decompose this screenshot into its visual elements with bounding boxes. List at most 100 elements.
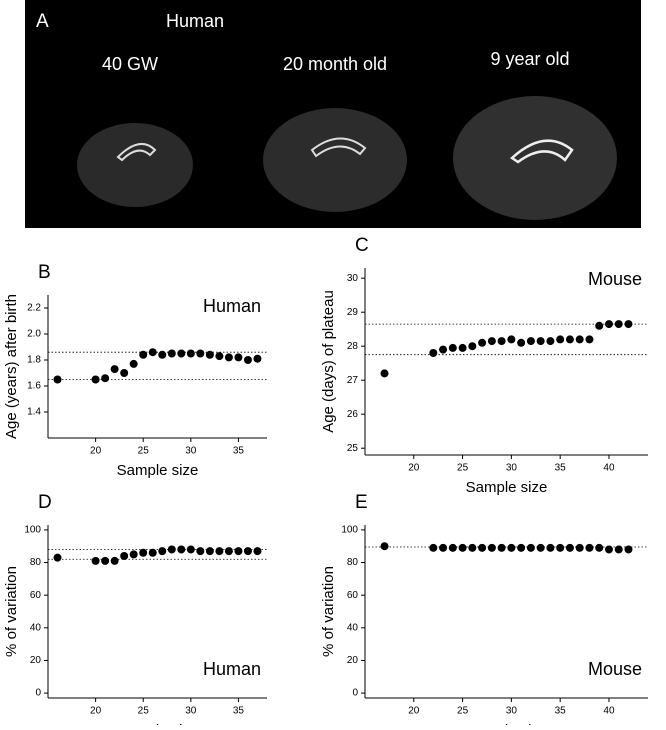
data-point (595, 543, 604, 552)
caption: 40 GW (102, 54, 158, 74)
data-point (595, 321, 604, 330)
y-tick-label: 40 (347, 622, 359, 633)
data-point (517, 338, 526, 347)
data-point (205, 547, 214, 556)
data-point (110, 365, 119, 374)
y-tick-label: 100 (24, 525, 41, 536)
data-point (526, 337, 535, 346)
data-point (507, 543, 516, 552)
x-axis-label: Sample size (117, 462, 199, 479)
y-tick-label: 28 (347, 341, 359, 352)
data-point (101, 556, 110, 565)
data-point (243, 356, 252, 364)
y-tick-label: 80 (30, 557, 42, 568)
y-tick-label: 2.0 (27, 329, 41, 340)
data-point (205, 350, 214, 359)
y-tick-label: 40 (30, 622, 42, 633)
y-tick-label: 1.8 (27, 355, 41, 366)
data-point (167, 545, 176, 554)
x-tick-label: 25 (138, 446, 150, 457)
data-point (120, 369, 129, 377)
data-point (215, 547, 224, 556)
data-point (468, 342, 477, 351)
x-tick-label: 35 (233, 706, 245, 717)
data-point (536, 337, 545, 346)
x-axis-label: Sample size (466, 479, 548, 496)
data-point (497, 543, 506, 552)
data-point (604, 545, 613, 554)
y-tick-label: 60 (347, 590, 359, 601)
data-point (253, 547, 262, 556)
x-tick-label: 20 (408, 463, 420, 474)
y-tick-label: 25 (347, 443, 359, 454)
data-point (536, 543, 545, 552)
data-point (546, 337, 555, 346)
data-point (565, 543, 574, 552)
y-tick-label: 80 (347, 557, 359, 568)
data-point (439, 345, 448, 354)
data-point (556, 543, 565, 552)
y-axis-label: Age (days) of plateau (320, 290, 337, 433)
data-point (448, 343, 457, 352)
caption: 20 month old (283, 54, 387, 74)
data-point (158, 547, 167, 556)
data-point (487, 543, 496, 552)
data-point (234, 547, 243, 556)
data-point (575, 543, 584, 552)
data-point (101, 374, 110, 383)
y-tick-label: 100 (341, 525, 358, 536)
data-point (91, 556, 100, 565)
data-point (497, 337, 506, 346)
data-point (177, 545, 186, 554)
x-tick-label: 30 (506, 706, 518, 717)
data-point (196, 547, 205, 556)
y-tick-label: 2.2 (27, 303, 41, 314)
x-tick-label: 25 (457, 706, 469, 717)
y-tick-label: 1.6 (27, 381, 41, 392)
data-point (614, 545, 623, 554)
x-tick-label: 35 (233, 446, 245, 457)
y-tick-label: 60 (30, 590, 42, 601)
data-point (614, 320, 623, 329)
data-point (110, 556, 119, 565)
data-point (624, 545, 633, 554)
data-point (468, 543, 477, 552)
annotation: Human (203, 296, 261, 316)
data-point (380, 369, 389, 378)
data-point (215, 352, 224, 361)
x-tick-label: 20 (90, 446, 102, 457)
x-tick-label: 20 (408, 706, 420, 717)
data-point (585, 335, 594, 344)
y-tick-label: 29 (347, 307, 359, 318)
data-point (575, 335, 584, 344)
data-point (196, 349, 205, 358)
data-point (148, 348, 157, 357)
panel-label: E (355, 492, 368, 513)
data-point (139, 548, 148, 557)
caption: 9 year old (490, 49, 569, 69)
data-point (148, 548, 157, 557)
data-point (448, 543, 457, 552)
x-tick-label: 30 (185, 446, 197, 457)
data-point (186, 349, 195, 358)
data-point (139, 350, 148, 359)
annotation: Mouse (588, 659, 642, 679)
data-point (487, 337, 496, 346)
x-tick-label: 40 (603, 706, 615, 717)
data-point (91, 375, 100, 384)
x-tick-label: 30 (185, 706, 197, 717)
x-tick-label: 30 (506, 463, 518, 474)
y-tick-label: 0 (352, 688, 358, 699)
y-axis-label: % of variation (320, 566, 337, 657)
data-point (158, 350, 167, 359)
data-point (234, 353, 243, 362)
annotation: Mouse (588, 269, 642, 289)
y-tick-label: 27 (347, 375, 359, 386)
data-point (556, 335, 565, 344)
panel-label: B (38, 262, 51, 283)
data-point (429, 349, 438, 357)
y-tick-label: 0 (35, 688, 41, 699)
data-point (478, 338, 487, 347)
data-point (53, 553, 62, 562)
